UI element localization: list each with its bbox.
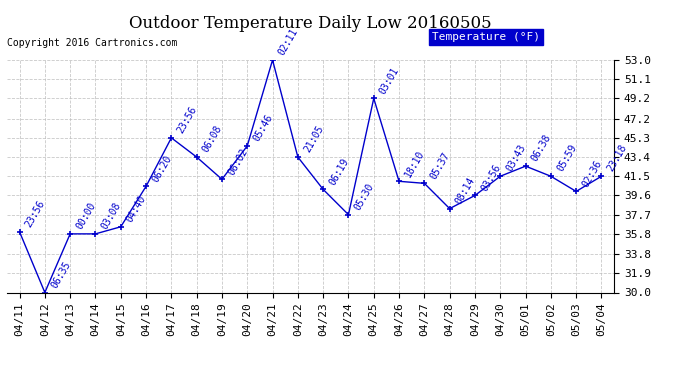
Text: 18:10: 18:10: [403, 148, 426, 178]
Text: 06:35: 06:35: [49, 259, 72, 290]
Text: 00:00: 00:00: [75, 201, 98, 231]
Text: 21:05: 21:05: [302, 124, 326, 154]
Text: 06:02: 06:02: [226, 146, 250, 177]
Text: 23:18: 23:18: [606, 143, 629, 174]
Text: 02:11: 02:11: [277, 27, 300, 57]
Text: 08:14: 08:14: [454, 176, 477, 206]
Text: 04:40: 04:40: [125, 194, 148, 224]
Text: 05:46: 05:46: [251, 113, 275, 143]
Text: 03:43: 03:43: [504, 143, 528, 174]
Text: 02:36: 02:36: [580, 158, 604, 189]
Text: 06:19: 06:19: [327, 156, 351, 187]
Text: Outdoor Temperature Daily Low 20160505: Outdoor Temperature Daily Low 20160505: [129, 15, 492, 32]
Text: 23:56: 23:56: [175, 105, 199, 135]
Text: 05:37: 05:37: [428, 150, 452, 180]
Text: 06:20: 06:20: [150, 153, 174, 184]
Text: 03:01: 03:01: [378, 65, 402, 96]
Text: 03:56: 03:56: [479, 162, 502, 193]
Text: 05:59: 05:59: [555, 143, 578, 174]
Text: Copyright 2016 Cartronics.com: Copyright 2016 Cartronics.com: [7, 38, 177, 48]
Text: 06:38: 06:38: [530, 133, 553, 164]
Text: Temperature (°F): Temperature (°F): [432, 32, 540, 42]
Text: 23:56: 23:56: [23, 199, 47, 229]
Text: 06:08: 06:08: [201, 124, 224, 154]
Text: 05:30: 05:30: [353, 182, 376, 212]
Text: 03:08: 03:08: [99, 201, 123, 231]
